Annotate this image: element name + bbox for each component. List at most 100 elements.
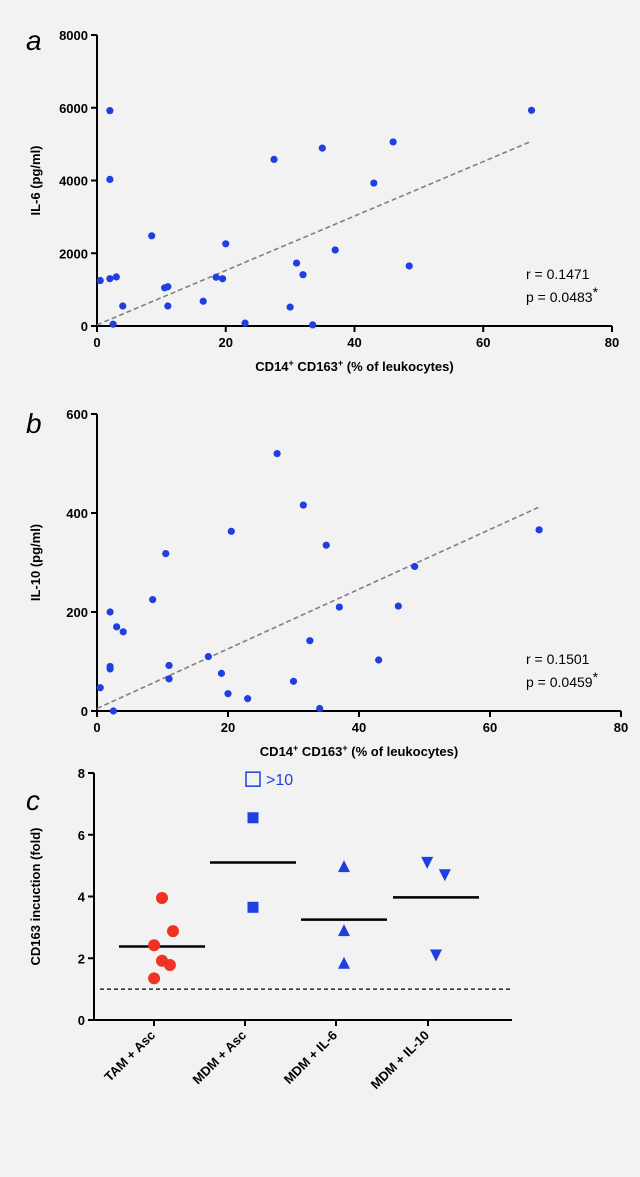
x-axis-title-b: CD14+ CD163+ (% of leukocytes) bbox=[260, 743, 458, 759]
data-point-c bbox=[148, 972, 161, 985]
data-point-b bbox=[119, 628, 127, 636]
data-point-b bbox=[165, 661, 173, 670]
data-point-a bbox=[199, 297, 207, 305]
data-point-a bbox=[96, 276, 104, 285]
y-tick-label-c: 6 bbox=[78, 828, 85, 843]
x-tick-label-a: 40 bbox=[347, 335, 361, 350]
y-tick-label-c: 2 bbox=[78, 951, 85, 966]
panel-c: c CD163 incuction (fold) 0 2 4 6 8 TAM + Asc >… bbox=[26, 766, 512, 1092]
y-tick-label-b: 600 bbox=[66, 407, 88, 422]
data-point-a bbox=[299, 271, 307, 279]
x-category-label: MDM + IL-10 bbox=[368, 1028, 433, 1093]
panel-a: a IL-6 (pg/ml) CD14+ CD163+ (% of leukoc… bbox=[26, 25, 619, 374]
data-point-c bbox=[338, 860, 350, 873]
x-tick-label-b: 20 bbox=[221, 720, 235, 735]
data-point-c bbox=[338, 956, 350, 969]
data-point-b bbox=[109, 707, 117, 715]
data-point-a bbox=[389, 138, 397, 146]
data-point-a bbox=[119, 302, 127, 310]
data-point-b bbox=[217, 669, 226, 677]
x-category-label: MDM + Asc bbox=[190, 1028, 250, 1088]
data-point-a bbox=[222, 240, 230, 248]
data-point-a bbox=[106, 107, 114, 115]
regression-line-a bbox=[96, 140, 532, 326]
data-point-a bbox=[405, 262, 413, 270]
y-tick-label-c: 0 bbox=[78, 1013, 85, 1028]
data-point-c bbox=[338, 924, 350, 937]
data-point-b bbox=[322, 541, 330, 549]
data-point-b bbox=[165, 675, 173, 683]
offscale-label: >10 bbox=[266, 772, 293, 789]
data-point-b bbox=[394, 602, 402, 610]
data-point-a bbox=[212, 273, 220, 281]
data-point-c bbox=[430, 949, 442, 962]
x-tick-label-b: 80 bbox=[614, 720, 628, 735]
regression-line-b bbox=[96, 506, 540, 710]
data-point-b bbox=[162, 549, 170, 558]
data-point-a bbox=[331, 246, 339, 254]
data-point-a bbox=[286, 303, 294, 311]
data-point-b bbox=[96, 684, 104, 692]
data-point-b bbox=[273, 450, 281, 458]
y-tick-label-b: 400 bbox=[66, 506, 88, 521]
data-point-b bbox=[106, 608, 114, 616]
y-tick-label-c: 8 bbox=[78, 766, 85, 781]
data-point-a bbox=[527, 106, 536, 114]
data-point-b bbox=[316, 704, 324, 713]
data-point-b bbox=[306, 637, 314, 645]
x-tick-label-b: 0 bbox=[93, 720, 100, 735]
correlation-r-a: r = 0.1471 bbox=[526, 266, 590, 282]
data-point-c bbox=[156, 892, 168, 905]
data-point-a bbox=[112, 273, 120, 281]
data-point-b bbox=[299, 501, 307, 509]
y-axis-title-a: IL-6 (pg/ml) bbox=[28, 145, 43, 215]
data-point-a bbox=[292, 259, 301, 267]
data-point-b bbox=[244, 695, 252, 703]
panel-b: b IL-10 (pg/ml) CD14+ CD163+ (% of leuko… bbox=[26, 407, 628, 759]
p-value-b: p = 0.0459* bbox=[526, 669, 599, 690]
data-point-a bbox=[370, 179, 378, 187]
data-point-c bbox=[163, 959, 176, 972]
data-point-b bbox=[335, 603, 343, 611]
y-axis-title-c: CD163 incuction (fold) bbox=[28, 828, 43, 966]
y-tick-label-c: 4 bbox=[78, 890, 86, 905]
data-point-b bbox=[204, 652, 212, 661]
data-point-b bbox=[224, 690, 232, 698]
data-point-a bbox=[148, 232, 156, 240]
x-tick-label-a: 60 bbox=[476, 335, 490, 350]
y-tick-label-a: 4000 bbox=[59, 174, 88, 189]
data-point-b bbox=[149, 596, 157, 604]
data-point-a bbox=[318, 144, 326, 152]
data-point-a bbox=[270, 155, 278, 164]
panel-label-a: a bbox=[26, 25, 42, 56]
correlation-r-b: r = 0.1501 bbox=[526, 651, 590, 667]
data-point-b bbox=[535, 526, 543, 534]
y-tick-label-b: 0 bbox=[81, 704, 88, 719]
x-tick-label-b: 40 bbox=[352, 720, 366, 735]
data-point-c bbox=[167, 925, 179, 938]
data-point-a bbox=[106, 275, 114, 283]
x-tick-label-a: 20 bbox=[219, 335, 233, 350]
data-point-b bbox=[375, 656, 383, 664]
panel-label-c: c bbox=[26, 785, 40, 816]
data-point-c bbox=[438, 869, 451, 882]
data-point-c bbox=[247, 901, 259, 913]
y-tick-label-a: 8000 bbox=[59, 28, 88, 43]
data-point-a bbox=[164, 283, 172, 291]
x-category-label: TAM + Asc bbox=[101, 1028, 158, 1085]
data-point-a bbox=[109, 320, 117, 328]
data-point-a bbox=[106, 175, 114, 184]
y-axis-title-b: IL-10 (pg/ml) bbox=[28, 524, 43, 601]
panel-label-b: b bbox=[26, 408, 42, 439]
offscale-marker bbox=[245, 771, 261, 787]
data-point-a bbox=[218, 275, 227, 283]
data-point-b bbox=[106, 665, 114, 673]
y-tick-label-a: 0 bbox=[81, 319, 88, 334]
y-tick-label-a: 6000 bbox=[59, 101, 88, 116]
data-point-c bbox=[148, 939, 161, 952]
x-tick-label-a: 0 bbox=[93, 335, 100, 350]
data-point-a bbox=[241, 319, 249, 327]
x-axis-title-a: CD14+ CD163+ (% of leukocytes) bbox=[255, 358, 453, 374]
data-point-a bbox=[164, 302, 172, 310]
